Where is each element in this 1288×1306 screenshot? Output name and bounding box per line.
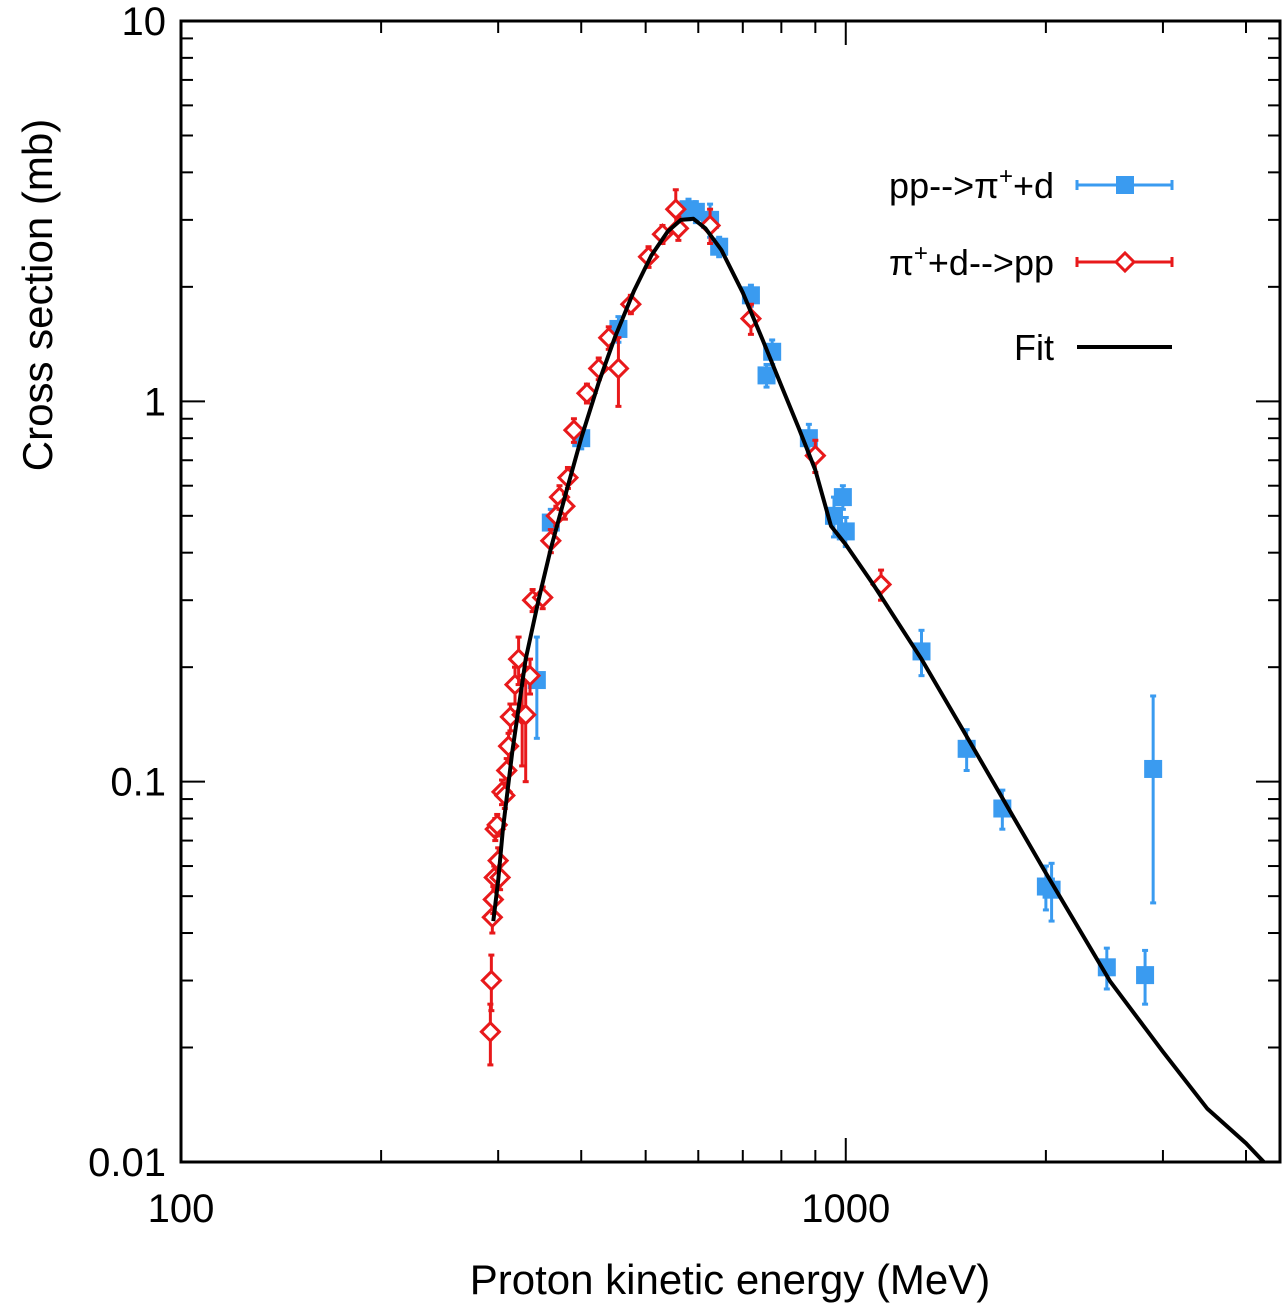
legend-label: pp-->π++d <box>889 163 1054 206</box>
y-tick-label: 1 <box>144 380 166 424</box>
data-series <box>479 188 1267 1162</box>
legend-marker <box>1116 176 1134 194</box>
data-point <box>757 366 776 385</box>
axis-ticks <box>180 20 1280 1163</box>
data-point <box>479 1020 502 1043</box>
data-point <box>686 202 705 221</box>
series-0 <box>527 197 1163 1006</box>
data-point <box>480 969 503 992</box>
y-tick-label: 10 <box>122 0 167 44</box>
data-point <box>1136 966 1155 985</box>
plot-frame <box>179 19 1282 1164</box>
data-point <box>575 382 599 405</box>
data-point <box>553 495 577 518</box>
legend: pp-->π++d π++d-->pp Fit <box>889 163 1174 368</box>
legend-label: Fit <box>1014 327 1054 368</box>
series-2 <box>491 216 1267 1162</box>
series-1 <box>479 188 893 1067</box>
data-point <box>607 357 630 380</box>
legend-label: π++d-->pp <box>889 240 1054 283</box>
data-point <box>833 488 852 507</box>
legend-marker <box>1113 250 1137 274</box>
y-tick-label: 0.1 <box>110 761 166 805</box>
fit-line <box>491 216 1267 1162</box>
x-axis-title: Proton kinetic energy (MeV) <box>470 1256 991 1303</box>
data-point <box>495 759 518 782</box>
x-tick-label: 100 <box>148 1187 215 1231</box>
data-point <box>562 419 586 442</box>
data-point <box>1144 759 1163 778</box>
x-tick-label: 1000 <box>801 1187 890 1231</box>
y-axis-title: Cross section (mb) <box>14 119 61 471</box>
axis-tick-labels: 100 1000 0.01 0.1 1 10 <box>88 0 890 1231</box>
data-point <box>912 642 931 661</box>
y-tick-label: 0.01 <box>88 1141 166 1185</box>
